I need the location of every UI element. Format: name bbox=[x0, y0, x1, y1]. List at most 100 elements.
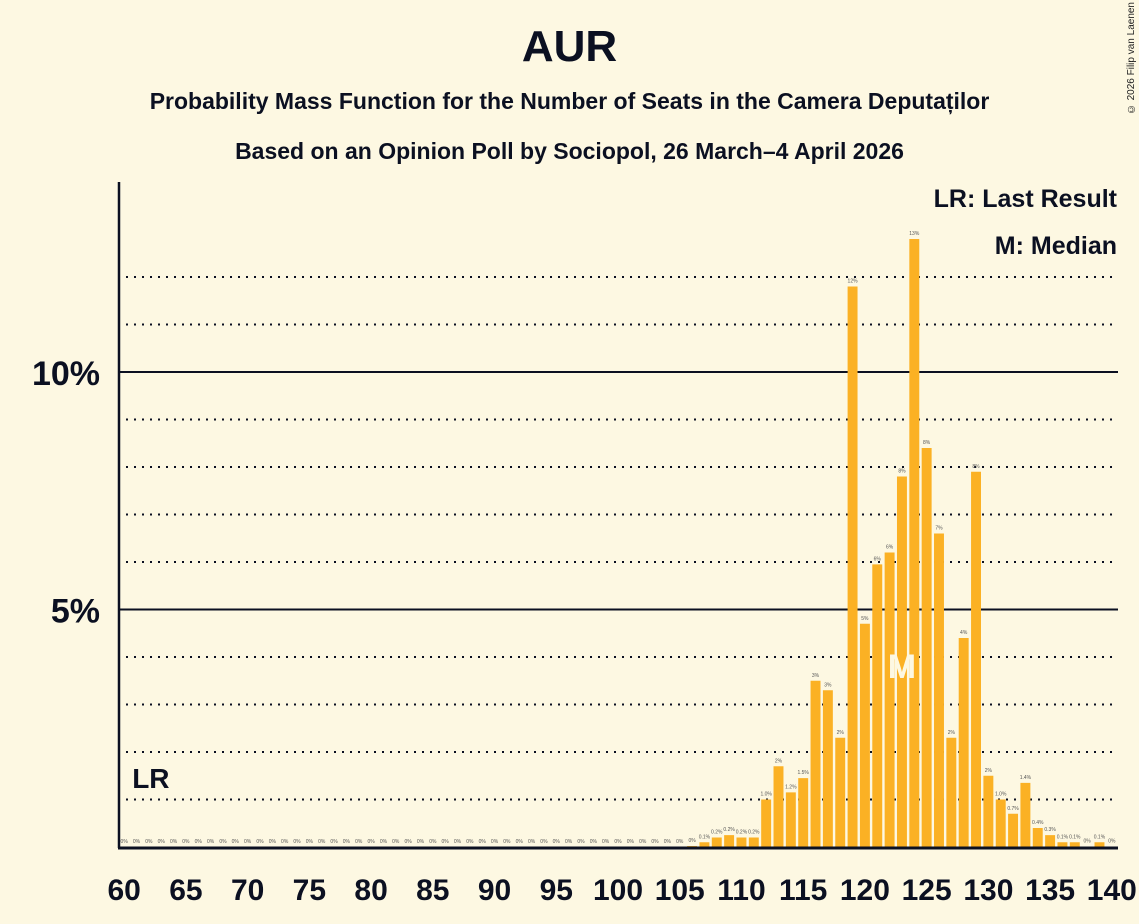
x-tick-label: 135 bbox=[1025, 874, 1075, 907]
bar-value-label: 0.3% bbox=[1044, 827, 1056, 833]
bar-value-label: 0% bbox=[454, 839, 462, 845]
bar-value-label: 2% bbox=[837, 730, 845, 736]
x-tick-label: 70 bbox=[231, 874, 264, 907]
bar-value-label: 3% bbox=[812, 673, 820, 679]
chart-subtitle: Probability Mass Function for the Number… bbox=[149, 88, 990, 114]
bar-value-label: 0% bbox=[676, 839, 684, 845]
x-tick-label: 130 bbox=[963, 874, 1013, 907]
bar bbox=[884, 552, 895, 847]
bar-value-label: 0% bbox=[602, 839, 610, 845]
x-tick-label: 65 bbox=[169, 874, 202, 907]
x-tick-label: 60 bbox=[107, 874, 140, 907]
bar-value-label: 0.4% bbox=[1032, 820, 1044, 826]
chart-source: Based on an Opinion Poll by Sociopol, 26… bbox=[235, 138, 904, 164]
bar-value-label: 0% bbox=[158, 839, 166, 845]
bar-value-label: 0% bbox=[367, 839, 375, 845]
chart-title: AUR bbox=[521, 22, 618, 71]
bar-value-label: 2% bbox=[985, 768, 993, 774]
bar-value-label: 0% bbox=[528, 839, 536, 845]
bar bbox=[1094, 842, 1105, 847]
bar-value-label: 0% bbox=[503, 839, 511, 845]
bar-value-label: 0% bbox=[577, 839, 585, 845]
bar-value-label: 8% bbox=[923, 440, 931, 446]
bar bbox=[921, 448, 932, 847]
bar bbox=[785, 792, 796, 847]
bar bbox=[798, 778, 809, 847]
bar-value-label: 0% bbox=[516, 839, 524, 845]
bar-value-label: 1.5% bbox=[797, 770, 809, 776]
median-marker: M bbox=[888, 648, 916, 686]
bar-value-label: 0% bbox=[651, 839, 659, 845]
bar bbox=[1045, 835, 1056, 847]
x-tick-label: 115 bbox=[779, 874, 827, 907]
bar-value-label: 0% bbox=[614, 839, 622, 845]
bar-value-label: 0% bbox=[232, 839, 240, 845]
bar-value-label: 0% bbox=[121, 839, 129, 845]
bar-value-label: 0% bbox=[664, 839, 672, 845]
bar-value-label: 0% bbox=[417, 839, 425, 845]
bar-value-label: 0% bbox=[627, 839, 635, 845]
bar bbox=[699, 842, 710, 847]
x-tick-label: 120 bbox=[840, 874, 890, 907]
bar-value-label: 0% bbox=[318, 839, 326, 845]
bar bbox=[983, 775, 994, 847]
bar bbox=[835, 737, 846, 847]
bar-value-label: 0% bbox=[256, 839, 264, 845]
bar bbox=[1032, 828, 1043, 847]
bar bbox=[896, 476, 907, 847]
bar-value-label: 0.2% bbox=[711, 830, 723, 836]
last-result-marker: LR bbox=[132, 763, 169, 794]
bar bbox=[847, 286, 858, 847]
x-tick-label: 125 bbox=[902, 874, 952, 907]
bar bbox=[1020, 782, 1031, 847]
bar-value-label: 0% bbox=[182, 839, 190, 845]
bar-value-label: 0% bbox=[639, 839, 647, 845]
x-tick-label: 100 bbox=[593, 874, 643, 907]
bar-value-label: 13% bbox=[909, 231, 920, 237]
bar-value-label: 12% bbox=[848, 279, 859, 285]
bar bbox=[711, 837, 722, 847]
bar-value-label: 0% bbox=[540, 839, 548, 845]
bar-value-label: 5% bbox=[861, 616, 869, 622]
bar-value-label: 0% bbox=[442, 839, 450, 845]
bar bbox=[773, 766, 784, 847]
bar-value-label: 1.2% bbox=[785, 784, 797, 790]
bar-value-label: 0% bbox=[330, 839, 338, 845]
bar-value-label: 0.1% bbox=[1057, 834, 1069, 840]
bar-value-label: 0% bbox=[491, 839, 499, 845]
bar-value-label: 2% bbox=[775, 758, 783, 764]
x-tick-label: 105 bbox=[655, 874, 705, 907]
bar bbox=[1069, 842, 1080, 847]
bar-value-label: 8% bbox=[898, 469, 906, 475]
x-tick-label: 85 bbox=[416, 874, 449, 907]
bar-value-label: 3% bbox=[824, 682, 832, 688]
bar bbox=[872, 564, 883, 847]
bar bbox=[1057, 842, 1068, 847]
x-tick-label: 80 bbox=[354, 874, 387, 907]
x-tick-label: 140 bbox=[1087, 874, 1137, 907]
bar-value-label: 0% bbox=[553, 839, 561, 845]
bar bbox=[822, 690, 833, 847]
bar-value-label: 0% bbox=[219, 839, 227, 845]
bar bbox=[810, 680, 821, 847]
bar bbox=[909, 239, 920, 847]
bar-value-label: 0% bbox=[355, 839, 363, 845]
bar-value-label: 2% bbox=[948, 730, 956, 736]
legend-median: M: Median bbox=[994, 232, 1117, 260]
bar-value-label: 0% bbox=[405, 839, 413, 845]
bar-value-label: 0% bbox=[380, 839, 388, 845]
legend-last-result: LR: Last Result bbox=[933, 185, 1117, 213]
x-tick-label: 75 bbox=[293, 874, 326, 907]
bar bbox=[748, 837, 759, 847]
y-tick-label: 10% bbox=[32, 355, 100, 393]
bar-value-label: 4% bbox=[960, 630, 968, 636]
bar bbox=[736, 837, 747, 847]
bar-value-label: 0% bbox=[590, 839, 598, 845]
bar-value-label: 0% bbox=[479, 839, 487, 845]
bar-value-label: 0% bbox=[195, 839, 203, 845]
bar bbox=[1008, 813, 1019, 847]
bar-value-label: 0% bbox=[145, 839, 153, 845]
bar-value-label: 1.4% bbox=[1020, 775, 1032, 781]
x-tick-label: 95 bbox=[540, 874, 573, 907]
